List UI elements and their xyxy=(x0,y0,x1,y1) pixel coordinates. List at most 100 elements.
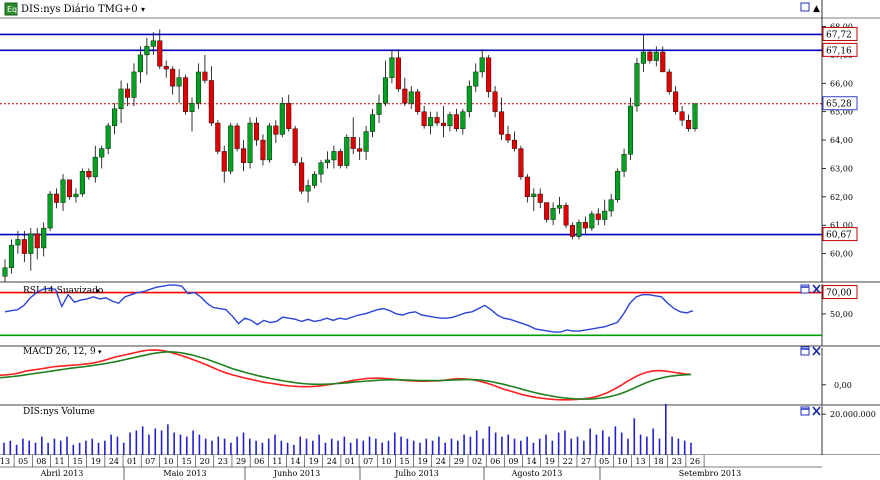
candle[interactable] xyxy=(112,103,118,135)
candle[interactable] xyxy=(54,188,60,209)
candle[interactable] xyxy=(305,179,311,203)
volume-panel[interactable]: 20.000.000 DIS:nys Volume xyxy=(0,403,880,456)
candle[interactable] xyxy=(550,202,556,226)
candle[interactable] xyxy=(370,108,376,138)
candle[interactable] xyxy=(21,230,27,263)
rsi-panel[interactable]: 70,00 50,00 RSI 14 Suavizado▾ xyxy=(0,284,880,347)
price-maximize-icon[interactable] xyxy=(800,2,810,12)
candle[interactable] xyxy=(41,222,47,257)
candle[interactable] xyxy=(537,188,543,209)
candle[interactable] xyxy=(118,80,124,124)
candle[interactable] xyxy=(479,49,485,78)
candle[interactable] xyxy=(563,202,569,229)
macd-maximize-icon[interactable] xyxy=(800,346,810,356)
candle[interactable] xyxy=(260,134,266,166)
rsi-line[interactable] xyxy=(4,284,694,333)
rsi-title[interactable]: RSI 14 Suavizado xyxy=(23,286,103,296)
candle[interactable] xyxy=(73,188,79,203)
candle[interactable] xyxy=(34,228,40,260)
candle[interactable] xyxy=(157,29,163,70)
candle[interactable] xyxy=(447,111,453,132)
candle[interactable] xyxy=(221,145,227,183)
candle[interactable] xyxy=(608,194,614,217)
candle[interactable] xyxy=(86,168,92,180)
eq-icon[interactable] xyxy=(4,2,18,16)
candle[interactable] xyxy=(137,46,143,84)
candle[interactable] xyxy=(453,108,459,132)
candle[interactable] xyxy=(640,35,646,72)
candle[interactable] xyxy=(47,191,53,231)
candle[interactable] xyxy=(99,145,105,169)
candle[interactable] xyxy=(60,174,66,212)
candle[interactable] xyxy=(647,49,653,64)
rsi-maximize-icon[interactable] xyxy=(800,284,810,294)
candle[interactable] xyxy=(105,123,111,155)
title-dropdown-arrow[interactable]: ▾ xyxy=(141,5,145,14)
macd-close-icon[interactable] xyxy=(812,346,821,356)
candle[interactable] xyxy=(92,145,98,183)
candle[interactable] xyxy=(679,106,685,126)
candle[interactable] xyxy=(350,117,356,155)
candle[interactable] xyxy=(666,69,672,95)
candle[interactable] xyxy=(434,111,440,126)
volume-close-icon[interactable] xyxy=(812,406,821,416)
candle[interactable] xyxy=(337,148,343,169)
candle[interactable] xyxy=(202,54,208,84)
candle[interactable] xyxy=(208,66,214,126)
candle[interactable] xyxy=(692,103,698,132)
candle[interactable] xyxy=(163,60,169,78)
candle[interactable] xyxy=(15,230,21,254)
candle[interactable] xyxy=(279,97,285,138)
candle[interactable] xyxy=(531,188,537,212)
candle[interactable] xyxy=(408,86,414,109)
candle[interactable] xyxy=(312,171,318,189)
candle[interactable] xyxy=(266,123,272,163)
candle[interactable] xyxy=(331,145,337,169)
candle[interactable] xyxy=(473,63,479,92)
candle[interactable] xyxy=(524,174,530,203)
candle[interactable] xyxy=(505,125,511,143)
candle[interactable] xyxy=(544,202,550,223)
candle[interactable] xyxy=(382,60,388,106)
candle[interactable] xyxy=(602,199,608,226)
candle[interactable] xyxy=(8,239,14,274)
up-arrow-icon[interactable]: ▲ xyxy=(813,4,820,14)
candle[interactable] xyxy=(621,148,627,177)
chart-title[interactable]: DIS:nys Diário TMG+0 xyxy=(21,4,138,15)
candle[interactable] xyxy=(215,120,221,155)
candle[interactable] xyxy=(421,106,427,129)
chart-header[interactable]: Eq DIS:nys Diário TMG+0 ▾ xyxy=(4,2,145,16)
macd-line[interactable] xyxy=(0,349,692,401)
candle[interactable] xyxy=(189,97,195,132)
candle[interactable] xyxy=(273,120,279,143)
candle[interactable] xyxy=(253,117,260,146)
candle[interactable] xyxy=(486,54,492,98)
candle[interactable] xyxy=(247,117,253,169)
candle[interactable] xyxy=(170,66,176,95)
candle[interactable] xyxy=(466,80,472,118)
candle[interactable] xyxy=(415,88,421,115)
candle[interactable] xyxy=(395,49,401,92)
candle[interactable] xyxy=(125,83,131,106)
candle[interactable] xyxy=(595,208,601,226)
candle[interactable] xyxy=(492,86,498,118)
signal-line[interactable] xyxy=(0,350,692,400)
rsi-close-icon[interactable] xyxy=(812,284,821,294)
candle[interactable] xyxy=(686,114,692,132)
candle[interactable] xyxy=(673,86,679,115)
candle[interactable] xyxy=(569,222,575,240)
candle[interactable] xyxy=(195,63,201,109)
candle[interactable] xyxy=(28,228,34,271)
candle[interactable] xyxy=(499,97,505,141)
price-panel[interactable]: 60,0061,0062,0063,0064,0065,0066,0067,00… xyxy=(0,0,880,283)
candle[interactable] xyxy=(428,111,434,135)
candle[interactable] xyxy=(389,49,395,84)
candle[interactable] xyxy=(241,140,247,172)
macd-title[interactable]: MACD 26, 12, 9 xyxy=(23,347,96,357)
candle[interactable] xyxy=(518,145,524,180)
candle[interactable] xyxy=(376,94,382,124)
candle[interactable] xyxy=(589,211,595,231)
candle[interactable] xyxy=(402,77,408,106)
candle[interactable] xyxy=(615,168,621,203)
